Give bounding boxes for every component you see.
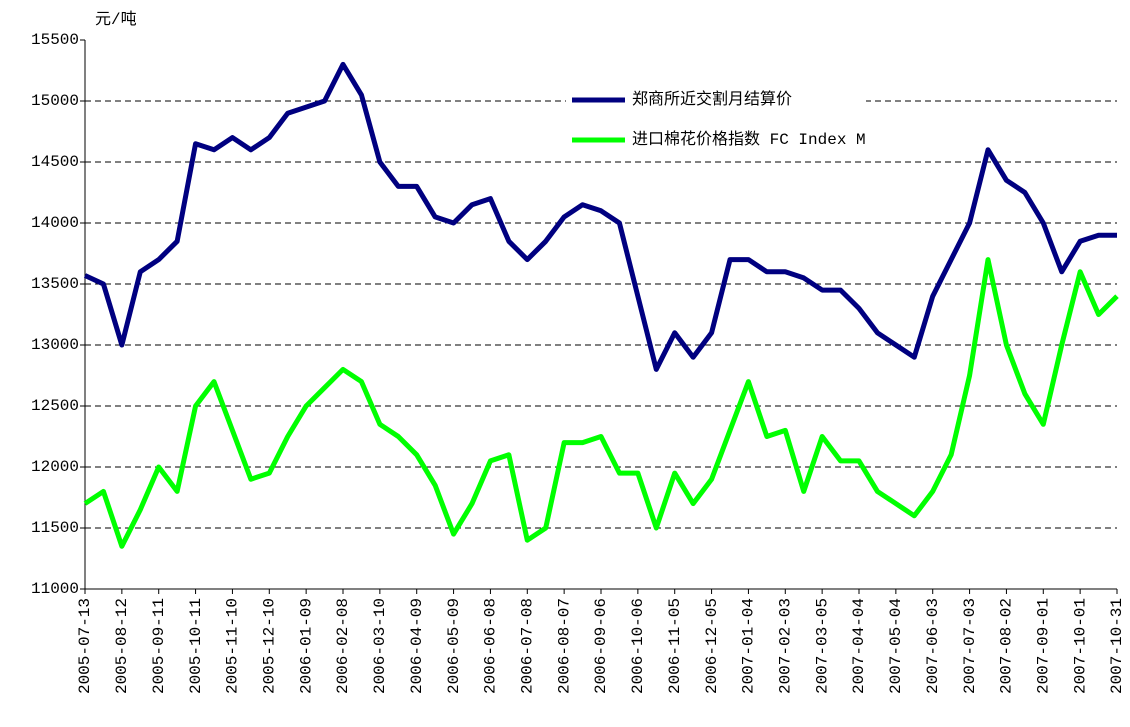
series-line xyxy=(83,257,1119,549)
x-tick-label: 2005-07-13 xyxy=(76,598,94,694)
x-tick-label: 2006-01-09 xyxy=(297,598,315,694)
x-tick-label: 2006-09-06 xyxy=(592,598,610,694)
x-tick-label: 2007-02-03 xyxy=(777,598,795,694)
y-tick-label: 11000 xyxy=(31,580,79,598)
x-tick-label: 2007-10-31 xyxy=(1108,598,1126,694)
x-tick-label: 2007-07-03 xyxy=(961,598,979,694)
x-tick-label: 2007-05-04 xyxy=(887,598,905,694)
x-tick-label: 2007-10-01 xyxy=(1071,598,1089,694)
y-tick-label: 15500 xyxy=(31,31,79,49)
y-axis-label: 元/吨 xyxy=(95,10,137,29)
x-tick-label: 2005-11-10 xyxy=(224,598,242,694)
x-tick-label: 2007-08-02 xyxy=(998,598,1016,694)
x-tick-label: 2006-06-08 xyxy=(482,598,500,694)
x-tick-label: 2006-02-08 xyxy=(334,598,352,694)
y-tick-label: 12500 xyxy=(31,397,79,415)
x-tick-label: 2006-03-10 xyxy=(371,598,389,694)
legend-label: 进口棉花价格指数 FC Index M xyxy=(632,130,866,149)
legend-bg xyxy=(566,126,964,154)
y-tick-label: 14000 xyxy=(31,214,79,232)
x-tick-label: 2005-08-12 xyxy=(113,598,131,694)
y-tick-label: 13000 xyxy=(31,336,79,354)
x-tick-label: 2006-07-08 xyxy=(519,598,537,694)
x-tick-label: 2006-04-09 xyxy=(408,598,426,694)
y-tick-label: 14500 xyxy=(31,153,79,171)
x-tick-label: 2005-12-10 xyxy=(261,598,279,694)
x-tick-label: 2007-01-04 xyxy=(740,598,758,694)
x-tick-label: 2007-03-05 xyxy=(813,598,831,694)
y-tick-label: 15000 xyxy=(31,92,79,110)
x-tick-label: 2006-11-05 xyxy=(666,598,684,694)
x-tick-label: 2007-04-04 xyxy=(850,598,868,694)
x-tick-label: 2005-09-11 xyxy=(150,598,168,694)
x-tick-label: 2007-06-03 xyxy=(924,598,942,694)
x-tick-label: 2007-09-01 xyxy=(1035,598,1053,694)
series-line xyxy=(83,61,1117,372)
x-tick-label: 2005-10-11 xyxy=(187,598,205,694)
y-tick-label: 13500 xyxy=(31,275,79,293)
x-tick-label: 2006-10-06 xyxy=(629,598,647,694)
x-tick-label: 2006-08-07 xyxy=(555,598,573,694)
y-tick-label: 11500 xyxy=(31,519,79,537)
y-tick-label: 12000 xyxy=(31,458,79,476)
x-tick-label: 2006-05-09 xyxy=(445,598,463,694)
legend-label: 郑商所近交割月结算价 xyxy=(632,89,792,109)
x-tick-label: 2006-12-05 xyxy=(703,598,721,694)
